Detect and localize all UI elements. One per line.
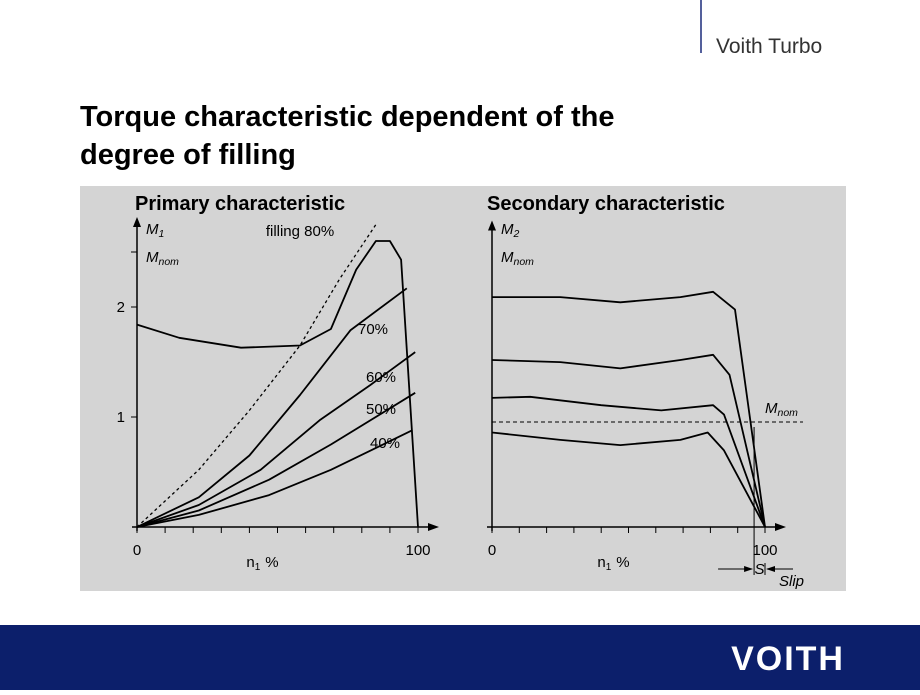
- y-label-symbol: M: [146, 221, 159, 238]
- series-line: [136, 287, 408, 528]
- slide-title: Torque characteristic dependent of the: [80, 101, 614, 133]
- series-line: [491, 395, 766, 528]
- y-tick-label: 2: [117, 299, 125, 316]
- x-label-symbol: n: [597, 554, 605, 571]
- x-label-index: 1: [255, 562, 261, 573]
- series-label: 60%: [366, 369, 396, 386]
- series-line: [491, 431, 766, 528]
- slip-arrowhead: [744, 566, 754, 572]
- y-label-denominator: Mnom: [146, 249, 179, 268]
- brand: Voith Turbo: [716, 35, 822, 58]
- y-label-index: 2: [513, 228, 520, 240]
- y-tick-label: 1: [117, 409, 125, 426]
- x-label: n1%: [597, 554, 629, 573]
- chart-title: Primary characteristic: [135, 193, 345, 215]
- footer-logo: VOITH: [731, 640, 845, 678]
- y-axis-arrow: [488, 220, 496, 231]
- x-tick-label: 0: [133, 542, 141, 559]
- reference-label-index: nom: [778, 407, 799, 419]
- x-tick-label: 0: [488, 542, 496, 559]
- chart-title: Secondary characteristic: [487, 193, 725, 215]
- x-tick-label: 100: [752, 542, 777, 559]
- x-axis-arrow: [428, 523, 439, 531]
- y-label-symbol: M: [501, 221, 514, 238]
- x-label-index: 1: [606, 562, 612, 573]
- series-line: [136, 351, 416, 528]
- slip-arrowhead: [766, 566, 775, 572]
- y-label-denominator-symbol: M: [501, 249, 514, 266]
- series-line: [491, 353, 766, 528]
- x-label-unit: %: [616, 554, 629, 571]
- reference-label-symbol: M: [765, 400, 778, 417]
- series-label: 70%: [358, 321, 388, 338]
- x-label-unit: %: [265, 554, 278, 571]
- y-label: M2: [501, 221, 520, 240]
- series-line: [136, 224, 377, 528]
- y-label-denominator-index: nom: [514, 256, 535, 268]
- y-label-index: 1: [159, 228, 165, 240]
- reference-label: Mnom: [765, 400, 798, 419]
- y-label-denominator-symbol: M: [146, 249, 159, 266]
- slip-text: Slip: [779, 573, 804, 590]
- y-axis-arrow: [133, 217, 141, 227]
- x-label-symbol: n: [246, 554, 254, 571]
- chart-panel: [80, 186, 846, 591]
- series-line: [492, 290, 766, 528]
- x-axis-arrow: [775, 523, 786, 531]
- slide-title: degree of filling: [80, 139, 296, 171]
- series-label: 40%: [370, 435, 400, 452]
- y-label-denominator-index: nom: [159, 256, 180, 268]
- series-line: [136, 240, 419, 528]
- series-label: 50%: [366, 401, 396, 418]
- footer-band: [0, 625, 920, 690]
- series-line: [136, 392, 416, 528]
- slip-label: S: [755, 561, 765, 578]
- y-label-denominator: Mnom: [501, 249, 534, 268]
- x-tick-label: 100: [405, 542, 430, 559]
- series-label: filling 80%: [266, 223, 334, 240]
- y-label: M1: [146, 221, 164, 240]
- series-line: [136, 429, 413, 528]
- x-label: n1%: [246, 554, 278, 573]
